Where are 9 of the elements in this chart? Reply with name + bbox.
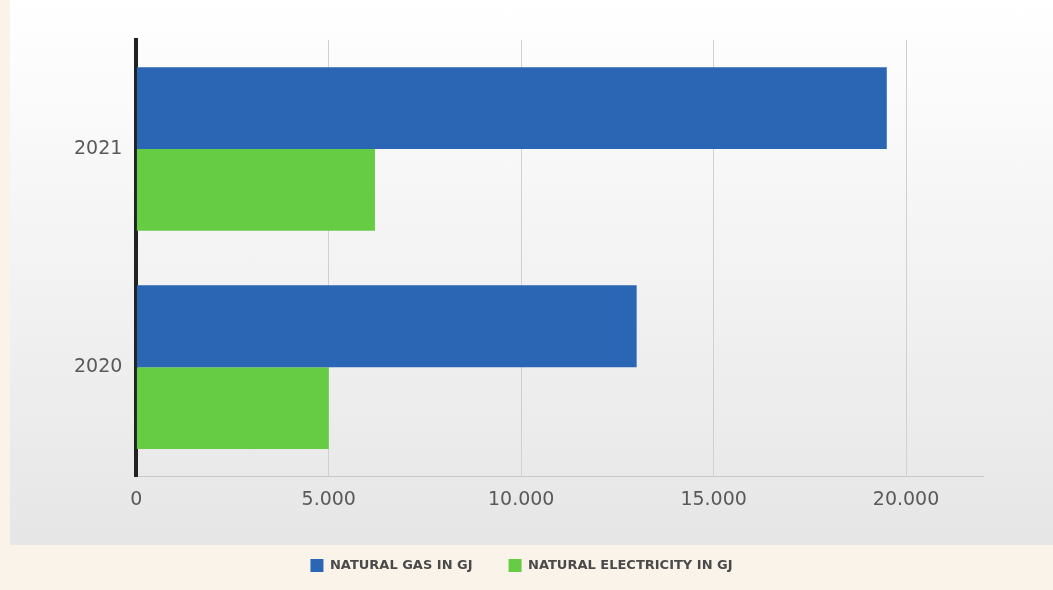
x-tick-label: 5.000	[301, 486, 356, 509]
x-tick-label: 20.000	[872, 486, 940, 509]
legend-label: NATURAL ELECTRICITY IN GJ	[528, 556, 733, 572]
x-tick-label: 15.000	[680, 486, 747, 509]
legend-label: NATURAL GAS IN GJ	[329, 556, 473, 572]
x-tick-label: 10.000	[487, 486, 555, 509]
y-tick-label: 2021	[73, 135, 123, 158]
x-tick-label: 0	[130, 486, 143, 509]
y-tick-label: 2020	[73, 354, 123, 377]
